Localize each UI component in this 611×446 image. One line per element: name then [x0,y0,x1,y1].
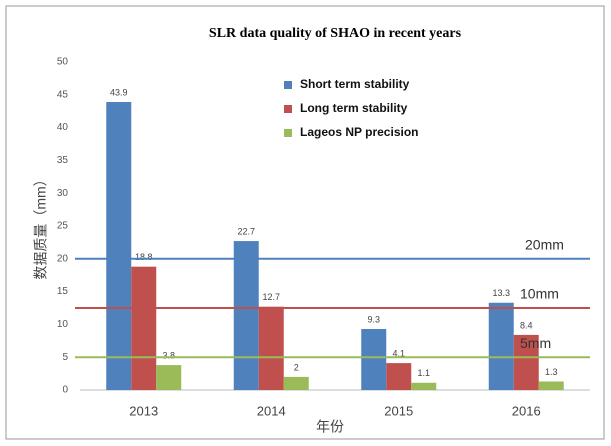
y-tick-label: 25 [57,221,69,232]
value-label: 3.8 [162,350,175,360]
legend-swatch [284,105,292,113]
x-tick-label: 2013 [129,403,158,418]
bar [156,365,182,390]
legend-label: Lageos NP precision [300,125,418,139]
reference-label: 20mm [525,237,564,253]
bar [386,363,412,390]
value-label: 9.3 [367,314,380,324]
reference-label: 10mm [520,286,559,302]
bar [233,241,259,390]
x-tick-label: 2015 [384,403,413,418]
y-tick-label: 35 [57,155,69,166]
bar [411,382,437,390]
y-tick-label: 40 [57,122,69,133]
y-tick-label: 5 [62,352,68,363]
y-tick-label: 45 [57,89,69,100]
y-tick-label: 20 [57,253,69,264]
legend-label: Long term stability [300,101,408,115]
x-tick-label: 2016 [512,403,541,418]
x-tick-label: 2014 [257,403,286,418]
bar [283,376,309,390]
y-tick-label: 30 [57,188,69,199]
value-label: 13.3 [492,288,510,298]
bar [106,102,132,391]
legend-label: Short term stability [300,77,410,91]
y-tick-label: 50 [57,57,69,68]
value-label: 2 [294,362,299,372]
y-tick-label: 10 [57,319,69,330]
value-label: 18.8 [135,252,153,262]
value-label: 1.1 [417,368,430,378]
reference-label: 5mm [520,335,551,351]
y-tick-label: 0 [62,385,68,396]
bar [538,381,564,390]
value-label: 12.7 [262,292,280,302]
y-axis-label: 数据质量（mm） [33,172,49,279]
bar [488,302,514,390]
legend-swatch [284,81,292,89]
value-label: 4.1 [392,348,405,358]
bar [131,266,157,390]
bar [258,306,284,390]
value-label: 1.3 [545,367,558,377]
y-tick-label: 15 [57,286,69,297]
legend-swatch [284,129,292,137]
bar [361,328,387,390]
value-label: 22.7 [237,226,255,236]
value-label: 43.9 [110,87,128,97]
value-label: 8.4 [520,320,533,330]
chart-title: SLR data quality of SHAO in recent years [209,26,462,41]
x-axis-label: 年份 [316,419,344,435]
bar [513,334,539,390]
